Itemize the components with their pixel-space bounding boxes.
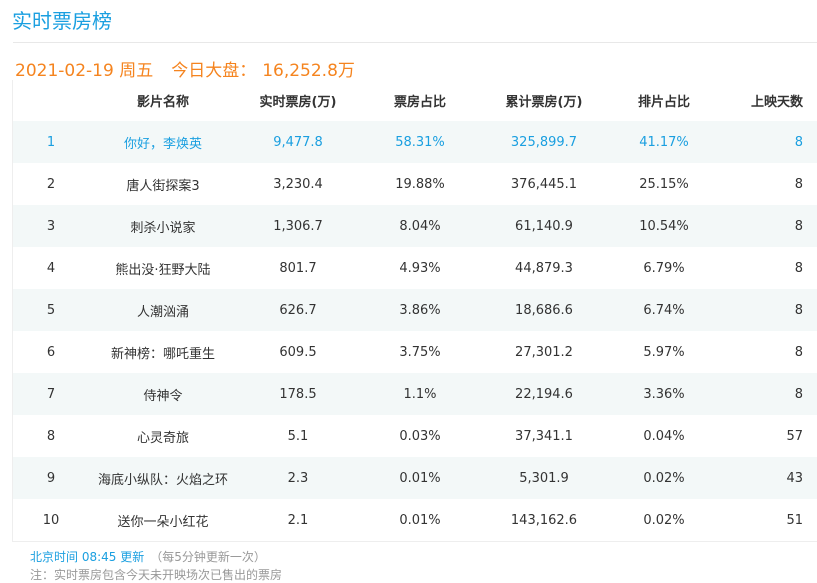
cell-box-office-share: 3.86% — [399, 302, 441, 318]
cell-box-office-share: 58.31% — [395, 134, 445, 150]
header-screening-share: 排片占比 — [637, 95, 690, 110]
cell-days-released: 43 — [786, 470, 803, 486]
summary-date: 2021-02-19 周五 — [15, 61, 154, 81]
table-row[interactable]: 1 你好，李焕英 9,477.8 58.31% 325,899.7 41.17% 8 — [13, 121, 817, 163]
divider — [13, 42, 817, 43]
cell-screening-share: 0.02% — [643, 470, 685, 486]
cell-realtime-box-office: 626.7 — [279, 302, 317, 318]
cell-rank: 6 — [46, 344, 56, 360]
update-time: 北京时间 08:45 更新 — [30, 550, 145, 564]
summary-total: 16,252.8万 — [262, 61, 355, 81]
box-office-table: 影片名称 实时票房(万) 票房占比 累计票房(万) 排片占比 上映天数 1 你好，李焕英 9,… — [12, 80, 817, 542]
cell-screening-share: 0.04% — [643, 428, 685, 444]
cell-days-released: 57 — [786, 428, 803, 444]
cell-movie-name: 新神榜：哪吒重生 — [110, 346, 215, 362]
cell-days-released: 8 — [794, 134, 803, 150]
cell-screening-share: 6.79% — [643, 260, 685, 276]
table-row[interactable]: 2 唐人街探案3 3,230.4 19.88% 376,445.1 25.15% 8 — [13, 163, 817, 205]
cell-total-box-office: 27,301.2 — [515, 344, 573, 360]
cell-rank: 5 — [46, 302, 56, 318]
cell-movie-name: 侍神令 — [143, 388, 183, 404]
cell-total-box-office: 5,301.9 — [519, 470, 569, 486]
table-header: 影片名称 实时票房(万) 票房占比 累计票房(万) 排片占比 上映天数 — [13, 80, 817, 121]
cell-box-office-share: 19.88% — [395, 176, 445, 192]
cell-rank: 8 — [46, 428, 56, 444]
cell-total-box-office: 22,194.6 — [515, 386, 573, 402]
update-info: 北京时间 08:45 更新 （每5分钟更新一次） — [30, 548, 266, 565]
update-interval: （每5分钟更新一次） — [150, 550, 266, 564]
table-row[interactable]: 4 熊出没·狂野大陆 801.7 4.93% 44,879.3 6.79% 8 — [13, 247, 817, 289]
cell-total-box-office: 325,899.7 — [510, 134, 578, 150]
table-row[interactable]: 7 侍神令 178.5 1.1% 22,194.6 3.36% 8 — [13, 373, 817, 415]
cell-box-office-share: 0.01% — [399, 470, 441, 486]
cell-movie-name: 刺杀小说家 — [130, 220, 196, 236]
cell-rank: 9 — [46, 470, 56, 486]
header-realtime-box-office: 实时票房(万) — [259, 95, 337, 110]
cell-days-released: 8 — [794, 386, 803, 402]
table-row[interactable]: 3 刺杀小说家 1,306.7 8.04% 61,140.9 10.54% 8 — [13, 205, 817, 247]
cell-days-released: 8 — [794, 218, 803, 234]
cell-screening-share: 3.36% — [643, 386, 685, 402]
cell-realtime-box-office: 2.3 — [287, 470, 309, 486]
cell-rank: 10 — [42, 512, 60, 528]
cell-movie-name: 你好，李焕英 — [123, 136, 202, 152]
cell-rank: 7 — [46, 386, 56, 402]
cell-box-office-share: 0.03% — [399, 428, 441, 444]
cell-movie-name: 人潮汹涌 — [136, 304, 189, 320]
cell-realtime-box-office: 801.7 — [279, 260, 317, 276]
cell-screening-share: 10.54% — [639, 218, 689, 234]
page-title: 实时票房榜 — [12, 9, 112, 33]
table-row[interactable]: 10 送你一朵小红花 2.1 0.01% 143,162.6 0.02% 51 — [13, 499, 817, 541]
cell-movie-name: 送你一朵小红花 — [117, 514, 209, 530]
cell-movie-name: 唐人街探案3 — [126, 178, 200, 194]
cell-box-office-share: 0.01% — [399, 512, 441, 528]
cell-realtime-box-office: 3,230.4 — [273, 176, 323, 192]
cell-days-released: 8 — [794, 176, 803, 192]
table-row[interactable]: 5 人潮汹涌 626.7 3.86% 18,686.6 6.74% 8 — [13, 289, 817, 331]
cell-days-released: 8 — [794, 302, 803, 318]
cell-total-box-office: 18,686.6 — [515, 302, 573, 318]
cell-total-box-office: 376,445.1 — [510, 176, 578, 192]
cell-realtime-box-office: 9,477.8 — [273, 134, 323, 150]
cell-realtime-box-office: 178.5 — [279, 386, 317, 402]
cell-screening-share: 0.02% — [643, 512, 685, 528]
cell-movie-name: 海底小纵队：火焰之环 — [97, 472, 228, 488]
cell-days-released: 51 — [786, 512, 803, 528]
daily-summary: 2021-02-19 周五 今日大盘： 16,252.8万 — [15, 56, 373, 81]
cell-days-released: 8 — [794, 260, 803, 276]
cell-screening-share: 5.97% — [643, 344, 685, 360]
cell-screening-share: 41.17% — [639, 134, 689, 150]
cell-movie-name: 熊出没·狂野大陆 — [115, 262, 211, 278]
cell-box-office-share: 8.04% — [399, 218, 441, 234]
cell-rank: 4 — [46, 260, 56, 276]
cell-total-box-office: 61,140.9 — [515, 218, 573, 234]
cell-total-box-office: 37,341.1 — [515, 428, 573, 444]
table-row[interactable]: 8 心灵奇旅 5.1 0.03% 37,341.1 0.04% 57 — [13, 415, 817, 457]
footnote: 注：实时票房包含今天未开映场次已售出的票房 — [30, 568, 283, 582]
cell-screening-share: 6.74% — [643, 302, 685, 318]
cell-screening-share: 25.15% — [639, 176, 689, 192]
cell-box-office-share: 1.1% — [403, 386, 437, 402]
cell-rank: 3 — [46, 218, 56, 234]
header-box-office-share: 票房占比 — [393, 95, 446, 110]
cell-box-office-share: 3.75% — [399, 344, 441, 360]
cell-box-office-share: 4.93% — [399, 260, 441, 276]
cell-total-box-office: 44,879.3 — [515, 260, 573, 276]
cell-realtime-box-office: 5.1 — [287, 428, 309, 444]
header-days-released: 上映天数 — [750, 95, 803, 110]
cell-rank: 2 — [46, 176, 56, 192]
cell-realtime-box-office: 2.1 — [287, 512, 309, 528]
table-row[interactable]: 6 新神榜：哪吒重生 609.5 3.75% 27,301.2 5.97% 8 — [13, 331, 817, 373]
cell-realtime-box-office: 609.5 — [279, 344, 317, 360]
cell-realtime-box-office: 1,306.7 — [273, 218, 323, 234]
cell-rank: 1 — [46, 134, 56, 150]
header-movie-name: 影片名称 — [136, 95, 189, 110]
cell-movie-name: 心灵奇旅 — [136, 430, 189, 446]
cell-days-released: 8 — [794, 344, 803, 360]
cell-total-box-office: 143,162.6 — [510, 512, 578, 528]
summary-label: 今日大盘： — [171, 61, 257, 81]
table-row[interactable]: 9 海底小纵队：火焰之环 2.3 0.01% 5,301.9 0.02% 43 — [13, 457, 817, 499]
header-total-box-office: 累计票房(万) — [505, 95, 583, 110]
